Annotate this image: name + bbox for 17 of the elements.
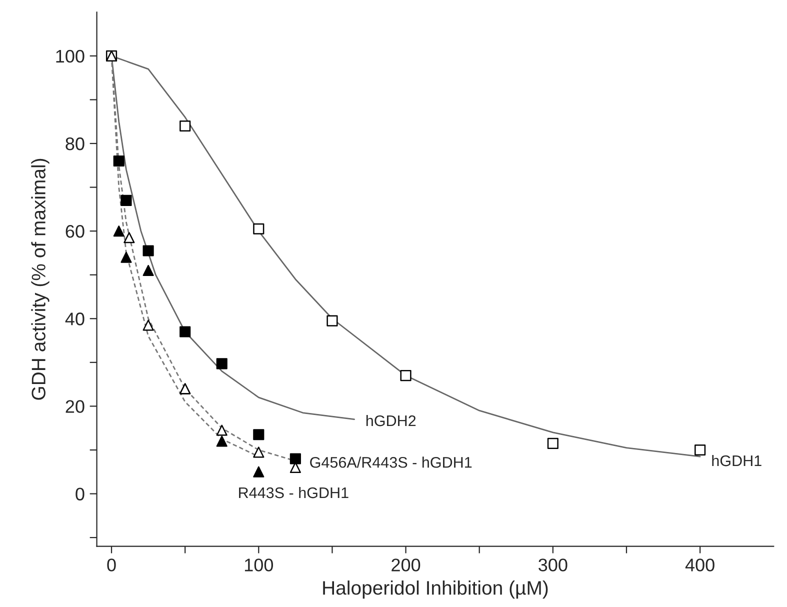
- x-axis-title: Haloperidol Inhibition (µM): [323, 580, 548, 599]
- y-tick-label: 40: [65, 312, 84, 326]
- y-axis-title: GDH activity (% of maximal): [31, 158, 50, 400]
- y-tick-label: 60: [66, 224, 84, 238]
- y-tick-label: 0: [76, 488, 84, 500]
- x-tick-label: 0: [107, 558, 116, 572]
- annotation: hGDH1: [712, 454, 762, 466]
- x-tick-label: 100: [244, 558, 274, 572]
- annotation: R443S - hGDH1: [239, 486, 348, 498]
- annotation: G456A/R443S - hGDH1: [310, 456, 472, 468]
- y-tick-label: 80: [66, 137, 84, 150]
- x-tick-label: 200: [392, 558, 420, 572]
- y-tick-label: 100: [56, 50, 84, 63]
- y-tick-label: 20: [66, 400, 84, 413]
- x-tick-label: 400: [685, 558, 714, 572]
- annotation: hGDH2: [366, 414, 416, 426]
- x-tick-label: 300: [538, 558, 568, 572]
